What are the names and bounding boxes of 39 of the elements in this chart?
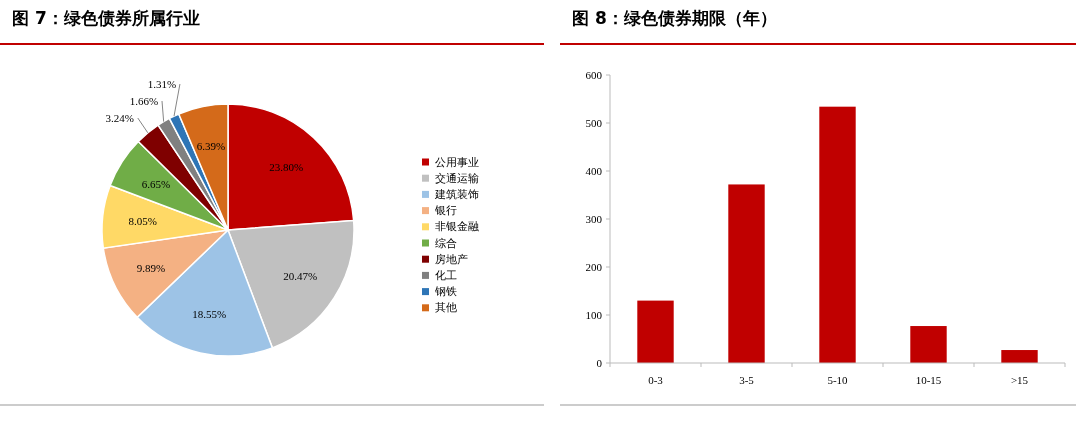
- x-tick-label: 3-5: [739, 374, 755, 386]
- data-label: 23.80%: [269, 161, 304, 174]
- data-label: 6.39%: [196, 140, 226, 153]
- chart-title: 图 8：绿色债券期限（年）: [572, 8, 777, 28]
- bar: [1001, 350, 1038, 363]
- legend-label: 交通运输: [435, 171, 479, 185]
- x-tick-label: 10-15: [915, 374, 942, 386]
- data-label: 8.05%: [128, 214, 158, 227]
- data-label: 18.55%: [192, 307, 227, 320]
- legend-label: 建筑装饰: [434, 187, 479, 201]
- legend-label: 其他: [435, 301, 457, 315]
- chart-title: 图 7：绿色债券所属行业: [12, 8, 200, 28]
- y-tick-label: 600: [585, 69, 603, 81]
- data-label: 20.47%: [283, 270, 318, 283]
- data-label: 1.31%: [147, 78, 177, 90]
- bar: [910, 326, 947, 363]
- y-tick-label: 300: [585, 213, 603, 225]
- y-tick-label: 0: [596, 357, 603, 369]
- legend-label: 银行: [434, 204, 457, 218]
- legend-label: 化工: [435, 268, 457, 282]
- x-tick-label: 5-10: [827, 374, 849, 386]
- bar: [728, 184, 765, 363]
- x-tick-label: >15: [1010, 374, 1029, 386]
- bar: [819, 106, 856, 363]
- x-tick-label: 0-3: [648, 374, 664, 386]
- data-label: 1.66%: [129, 95, 159, 107]
- data-label: 3.24%: [105, 112, 134, 124]
- legend-label: 非银金融: [435, 220, 479, 234]
- y-tick-label: 500: [585, 117, 603, 129]
- y-tick-label: 200: [585, 261, 603, 273]
- legend-label: 房地产: [435, 252, 468, 266]
- legend-label: 公用事业: [435, 155, 479, 169]
- y-tick-label: 100: [585, 309, 603, 321]
- legend-label: 综合: [435, 236, 457, 250]
- legend-label: 钢铁: [434, 285, 457, 299]
- data-label: 9.89%: [136, 261, 166, 274]
- bar: [637, 300, 674, 363]
- data-label: 6.65%: [141, 177, 171, 190]
- y-tick-label: 400: [585, 165, 603, 177]
